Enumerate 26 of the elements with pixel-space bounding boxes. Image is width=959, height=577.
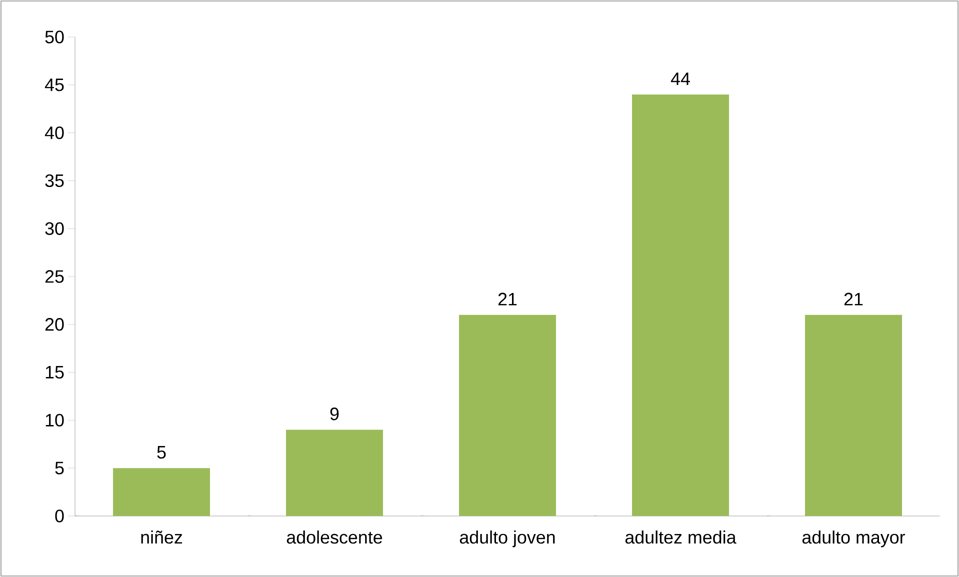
data-label: 21: [844, 292, 863, 306]
y-tick-label: 45: [44, 78, 64, 92]
bar: [286, 430, 384, 516]
y-tick-label: 0: [55, 510, 64, 522]
y-tick-label: 35: [45, 174, 64, 188]
data-label: 5: [157, 446, 166, 459]
y-tick-label: 25: [45, 270, 64, 283]
y-tick-label: 15: [46, 366, 64, 379]
y-tick-label: 50: [45, 30, 64, 44]
data-label: 9: [330, 408, 339, 420]
y-tick-label: 5: [55, 462, 64, 474]
data-label: 21: [498, 292, 517, 306]
bar: [805, 314, 902, 516]
x-tick-label: adultez media: [625, 530, 736, 544]
y-tick-label: 20: [45, 318, 64, 331]
bar: [632, 94, 730, 516]
bar: [113, 468, 210, 516]
x-tick-label: adolescente: [286, 530, 382, 544]
bar: [459, 314, 556, 516]
x-tick-label: adulto mayor: [802, 530, 906, 548]
data-label: 44: [670, 72, 690, 85]
y-tick-label: 10: [46, 414, 64, 427]
x-tick-label: adulto joven: [460, 530, 555, 548]
y-tick-label: 40: [44, 126, 64, 140]
x-tick-label: niñez: [141, 530, 182, 544]
y-tick-label: 30: [45, 222, 64, 235]
